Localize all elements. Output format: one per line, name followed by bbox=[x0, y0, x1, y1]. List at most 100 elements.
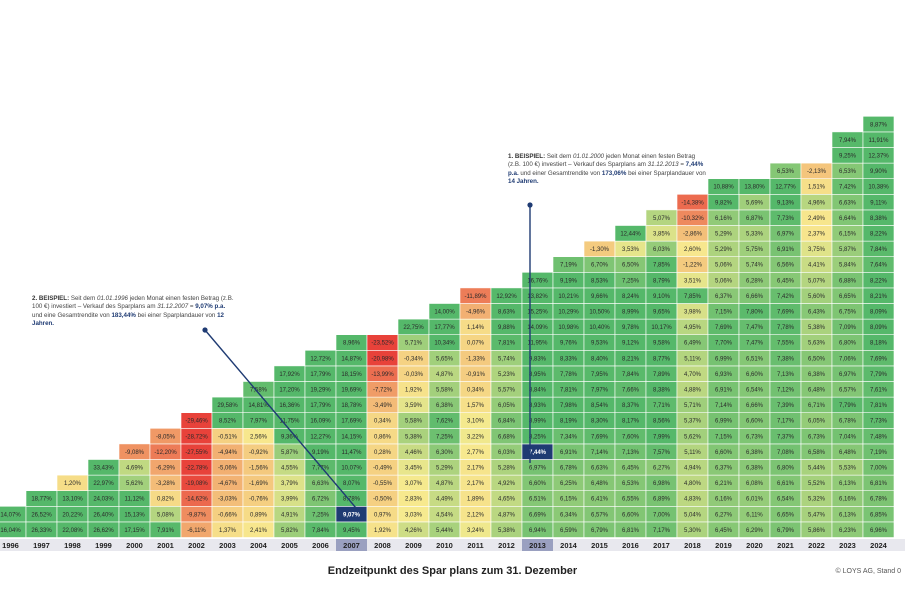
cell-value: 5,44% bbox=[436, 528, 454, 534]
cell-value: 6,37% bbox=[715, 466, 733, 472]
cell-value: 5,74% bbox=[498, 356, 516, 362]
cell-value: 2,60% bbox=[684, 247, 702, 253]
x-tick-label: 2005 bbox=[281, 541, 298, 550]
cell-value: 7,58% bbox=[250, 388, 268, 394]
cell-value: 7,71% bbox=[653, 403, 671, 409]
cell-value: 5,08% bbox=[157, 512, 175, 518]
cell-value: 7,42% bbox=[777, 294, 795, 300]
cell-value: 6,08% bbox=[746, 481, 764, 487]
cell-value: 5,62% bbox=[126, 481, 144, 487]
cell-value: -4,67% bbox=[218, 481, 238, 487]
cell-value: 6,16% bbox=[715, 216, 733, 222]
cell-value: 5,29% bbox=[715, 247, 733, 253]
cell-value: 8,40% bbox=[591, 356, 609, 362]
cell-value: 6,60% bbox=[622, 512, 640, 518]
cell-value: 6,16% bbox=[839, 497, 857, 503]
cell-value: 5,11% bbox=[684, 450, 701, 456]
cell-value: 9,78% bbox=[622, 325, 640, 331]
cell-value: 7,14% bbox=[591, 450, 609, 456]
cell-value: -0,76% bbox=[249, 497, 269, 503]
cell-value: 7,15% bbox=[715, 434, 733, 440]
cell-value: 8,54% bbox=[591, 403, 609, 409]
cell-value: 8,24% bbox=[622, 294, 640, 300]
cell-value: 6,29% bbox=[746, 528, 764, 534]
cell-value: 5,07% bbox=[808, 278, 826, 284]
cell-value: 7,80% bbox=[746, 310, 764, 316]
cell-value: 7,15% bbox=[715, 310, 733, 316]
x-tick-label: 2007 bbox=[343, 541, 360, 550]
cell-value: 5,86% bbox=[808, 528, 826, 534]
cell-value: 4,87% bbox=[498, 512, 516, 518]
note2-duration: 12 Jahren. bbox=[32, 311, 224, 328]
cell-value: 7,78% bbox=[777, 325, 795, 331]
cell-value: 0,07% bbox=[467, 341, 485, 347]
cell-value: 6,05% bbox=[808, 419, 826, 425]
cell-value: 6,50% bbox=[622, 263, 640, 269]
cell-value: 9,88% bbox=[498, 325, 516, 331]
cell-value: 7,47% bbox=[746, 341, 764, 347]
cell-value: 6,45% bbox=[777, 278, 795, 284]
cell-value: 9,45% bbox=[343, 528, 361, 534]
cell-value: 4,96% bbox=[808, 200, 826, 206]
copyright: © LOYS AG, Stand 0 bbox=[835, 568, 901, 575]
cell-value: 7,84% bbox=[870, 247, 888, 253]
cell-value: -19,08% bbox=[185, 481, 208, 487]
cell-value: 6,28% bbox=[746, 278, 764, 284]
cell-value: 6,50% bbox=[808, 356, 826, 362]
cell-value: 1,14% bbox=[467, 325, 485, 331]
cell-value: 5,29% bbox=[715, 232, 733, 238]
cell-value: 4,91% bbox=[281, 512, 299, 518]
cell-value: 8,19% bbox=[560, 419, 578, 425]
cell-value: 11,47% bbox=[342, 450, 363, 456]
cell-value: 6,63% bbox=[591, 466, 609, 472]
note1-rate: 7,44% p.a. bbox=[508, 161, 704, 177]
cell-value: 8,99% bbox=[529, 419, 547, 425]
cell-value: 7,44% bbox=[529, 450, 547, 456]
cell-value: 6,81% bbox=[622, 528, 640, 534]
note2-total: 183,44% bbox=[111, 311, 136, 319]
cell-value: 17,79% bbox=[310, 372, 331, 378]
cell-value: 6,23% bbox=[839, 528, 857, 534]
cell-value: 6,55% bbox=[622, 497, 640, 503]
cell-value: 8,63% bbox=[498, 310, 516, 316]
cell-value: 8,96% bbox=[343, 341, 361, 347]
cell-value: 29,58% bbox=[217, 403, 238, 409]
x-tick-label: 2003 bbox=[219, 541, 236, 550]
cell-value: 18,77% bbox=[31, 497, 52, 503]
cell-value: 0,28% bbox=[374, 450, 392, 456]
cell-value: -1,22% bbox=[683, 263, 703, 269]
cell-value: 9,36% bbox=[281, 434, 299, 440]
cell-value: 22,75% bbox=[403, 325, 424, 331]
note1-end-date: 31.12.2013 bbox=[647, 161, 679, 169]
cell-value: 1,57% bbox=[467, 403, 485, 409]
cell-value: 8,07% bbox=[343, 481, 361, 487]
cell-value: 11,75% bbox=[280, 419, 301, 425]
cell-value: 9,25% bbox=[839, 154, 857, 160]
x-tick-label: 2016 bbox=[622, 541, 639, 550]
cell-value: 7,79% bbox=[870, 372, 888, 378]
cell-value: 13,10% bbox=[62, 497, 83, 503]
cell-value: 1,92% bbox=[405, 388, 423, 394]
cell-value: 6,60% bbox=[529, 481, 547, 487]
cell-value: 6,57% bbox=[839, 388, 857, 394]
cell-value: 12,77% bbox=[775, 185, 796, 191]
cell-value: 6,64% bbox=[839, 216, 857, 222]
cell-value: 4,26% bbox=[405, 528, 423, 534]
cell-value: -14,62% bbox=[185, 497, 208, 503]
cell-value: 8,84% bbox=[529, 388, 547, 394]
cell-value: 6,97% bbox=[839, 372, 857, 378]
cell-value: 7,38% bbox=[777, 356, 795, 362]
cell-value: 7,09% bbox=[839, 325, 857, 331]
cell-value: -0,49% bbox=[373, 466, 393, 472]
cell-value: 19,29% bbox=[310, 388, 331, 394]
note1-number: 1. BEISPIEL: bbox=[508, 153, 546, 160]
x-tick-label: 2012 bbox=[498, 541, 515, 550]
note1-start-date: 01.01.2000 bbox=[573, 153, 604, 160]
cell-value: 5,57% bbox=[498, 388, 516, 394]
cell-value: 9,13% bbox=[777, 200, 795, 206]
cell-value: 2,12% bbox=[467, 512, 485, 518]
cell-value: 8,21% bbox=[870, 294, 888, 300]
cell-value: 8,79% bbox=[653, 278, 671, 284]
cell-value: 7,06% bbox=[839, 356, 857, 362]
